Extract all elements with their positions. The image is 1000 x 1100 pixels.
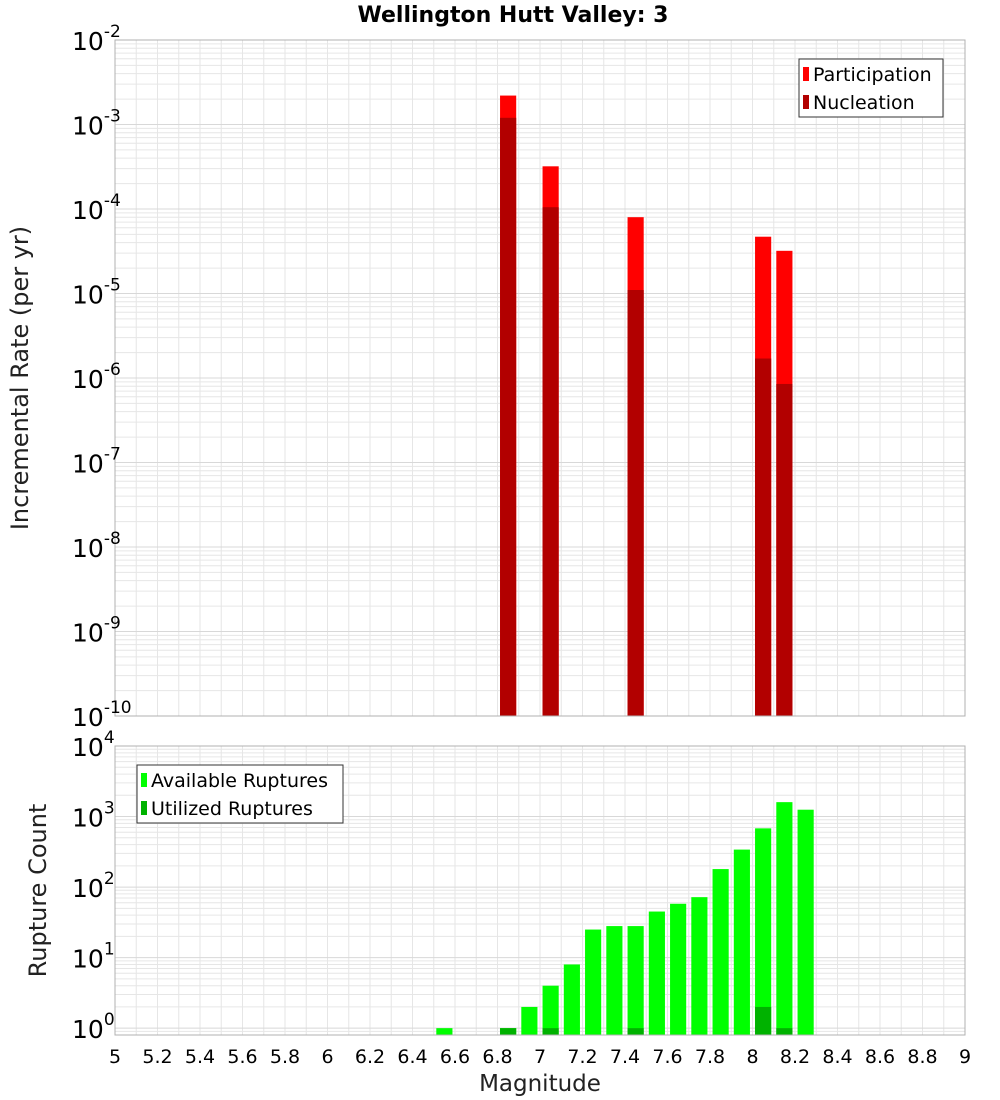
- y-tick-label: 10-8: [72, 529, 121, 563]
- bar: [500, 117, 517, 716]
- legend-label: Nucleation: [813, 92, 915, 114]
- x-tick-label: 6.6: [440, 1046, 470, 1068]
- x-tick-label: 8.8: [907, 1046, 937, 1068]
- y-tick-label: 103: [72, 799, 115, 833]
- legend: Participation Nucleation: [798, 58, 944, 118]
- y-tick-label: 10-5: [72, 276, 121, 310]
- bar: [733, 849, 750, 1035]
- x-tick-label: 5.2: [142, 1046, 172, 1068]
- bottom-plot: 100 101 102 103 104 Rupture Count 5 5.2 5.4 5.6 5.…: [24, 728, 971, 1097]
- x-tick-label: 5.6: [227, 1046, 257, 1068]
- y-tick-label: 100: [72, 1010, 115, 1044]
- legend-swatch: [803, 95, 809, 109]
- legend-label: Available Ruptures: [151, 770, 328, 792]
- grid: [114, 40, 966, 717]
- legend-swatch: [803, 67, 809, 81]
- bar: [627, 926, 644, 1035]
- y-tick-label: 10-3: [72, 107, 121, 141]
- bar: [755, 828, 772, 1035]
- legend-label: Participation: [813, 64, 932, 86]
- y-tick-label: 102: [72, 869, 115, 903]
- series-nucleation: [500, 117, 793, 716]
- legend-swatch: [141, 801, 147, 815]
- x-tick-label: 8: [746, 1046, 758, 1068]
- x-tick-label: 6.4: [397, 1046, 427, 1068]
- series-available-ruptures: [436, 802, 814, 1035]
- legend-swatch: [141, 773, 147, 787]
- plot-frame: [114, 39, 966, 717]
- bar: [436, 1028, 453, 1035]
- legend: Available Ruptures Utilized Ruptures: [136, 764, 344, 824]
- y-tick-label: 104: [72, 728, 115, 762]
- x-tick-label: 6: [321, 1046, 333, 1068]
- bar: [755, 358, 772, 716]
- y-tick-label: 101: [72, 940, 115, 974]
- bar: [606, 926, 623, 1035]
- chart-title: Wellington Hutt Valley: 3: [358, 3, 669, 28]
- x-tick-label: 7.4: [610, 1046, 640, 1068]
- bar: [797, 809, 814, 1035]
- bar: [627, 290, 644, 716]
- y-tick-label: 10-10: [72, 698, 132, 732]
- bar: [521, 1006, 538, 1035]
- legend-box: [798, 58, 944, 118]
- y-axis-label: Rupture Count: [24, 804, 52, 978]
- x-tick-label: 5.8: [270, 1046, 300, 1068]
- y-tick-label: 10-6: [72, 360, 121, 394]
- bar: [500, 1028, 517, 1035]
- bar: [648, 911, 665, 1035]
- x-tick-label: 7.6: [652, 1046, 682, 1068]
- series-utilized-ruptures: [500, 1006, 793, 1035]
- x-tick-label: 9: [959, 1046, 971, 1068]
- x-axis-label: Magnitude: [479, 1071, 601, 1097]
- x-tick-label: 5: [109, 1046, 121, 1068]
- plot-frame: [114, 745, 966, 1036]
- x-tick-label: 6.8: [482, 1046, 512, 1068]
- y-axis-label: Incremental Rate (per yr): [6, 226, 34, 530]
- bar: [542, 985, 559, 1035]
- y-tick-label: 10-2: [72, 22, 121, 56]
- bar: [670, 903, 687, 1035]
- x-tick-label: 8.6: [865, 1046, 895, 1068]
- x-tick-label: 8.2: [780, 1046, 810, 1068]
- bar: [776, 383, 793, 716]
- x-tick-label: 7: [534, 1046, 546, 1068]
- legend-label: Utilized Ruptures: [151, 798, 313, 820]
- y-tick-label: 10-9: [72, 614, 121, 648]
- x-tick-label: 6.2: [355, 1046, 385, 1068]
- bar: [712, 869, 729, 1035]
- bar: [585, 929, 602, 1035]
- bar: [627, 1028, 644, 1035]
- bar: [776, 802, 793, 1035]
- bar: [542, 1028, 559, 1035]
- x-tick-label: 7.2: [567, 1046, 597, 1068]
- y-tick-label: 10-4: [72, 191, 121, 225]
- bar: [755, 1006, 772, 1035]
- legend-box: [136, 764, 344, 824]
- x-tick-label: 5.4: [185, 1046, 215, 1068]
- top-plot: 10-10 10-9 10-8 10-7 10-6 10-5 10-4 10-3 10-2 Inc…: [6, 22, 966, 732]
- bar: [691, 897, 708, 1035]
- bar: [563, 964, 580, 1035]
- x-tick-label: 7.8: [695, 1046, 725, 1068]
- bar: [542, 207, 559, 716]
- x-tick-label: 8.4: [822, 1046, 852, 1068]
- y-tick-label: 10-7: [72, 445, 121, 479]
- bar: [776, 1028, 793, 1035]
